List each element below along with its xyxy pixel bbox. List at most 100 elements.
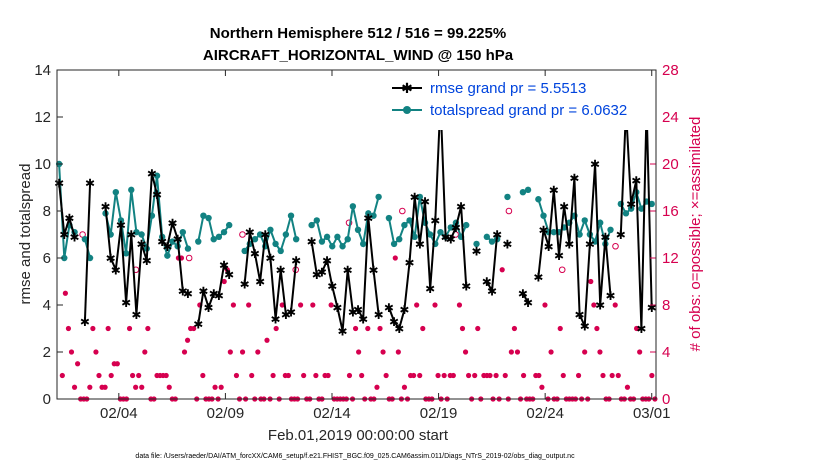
- point-totalspread: [597, 219, 604, 226]
- obs-assimilated-marker: [87, 384, 93, 390]
- point-totalspread: [365, 210, 372, 217]
- series-line-rmse: [387, 100, 468, 331]
- point-rmse: ✱: [317, 266, 327, 280]
- obs-assimilated-marker: [624, 384, 631, 390]
- point-rmse: ✱: [265, 252, 275, 266]
- obs-assimilated-marker: [634, 325, 640, 332]
- point-rmse: ✱: [162, 240, 172, 254]
- point-totalspread: [385, 214, 393, 222]
- y-tick-label: 10: [34, 156, 51, 173]
- obs-assimilated-marker: [68, 349, 75, 355]
- point-rmse: ✱: [616, 228, 626, 242]
- y2-tick-label: 24: [662, 109, 679, 126]
- point-rmse: ✱: [131, 308, 141, 322]
- series-line-rmse: [485, 234, 499, 295]
- point-rmse: ✱: [405, 256, 415, 270]
- point-totalspread: [339, 243, 346, 250]
- obs-assimilated-marker: [191, 325, 197, 332]
- point-totalspread: [205, 214, 212, 222]
- obs-assimilated-marker: [557, 325, 563, 332]
- point-rmse: ✱: [116, 219, 126, 233]
- obs-assimilated-marker: [325, 372, 331, 379]
- obs-assimilated-marker: [414, 302, 420, 308]
- point-totalspread: [488, 238, 496, 245]
- obs-assimilated-marker: [575, 372, 582, 379]
- point-rmse: ✱: [590, 158, 600, 172]
- point-totalspread: [416, 193, 424, 201]
- point-rmse: ✱: [585, 237, 595, 251]
- obs-assimilated-marker: [383, 372, 389, 379]
- point-totalspread: [200, 212, 207, 219]
- series-line-rmse: [197, 262, 231, 324]
- obs-assimilated-marker: [542, 302, 548, 308]
- point-totalspread: [179, 228, 187, 236]
- point-rmse: ✱: [327, 280, 337, 294]
- point-rmse: ✱: [518, 287, 528, 301]
- obs-assimilated-marker: [615, 372, 621, 379]
- obs-assimilated-marker: [493, 372, 499, 379]
- point-totalspread: [406, 217, 413, 224]
- obs-assimilated-marker: [435, 372, 441, 379]
- obs-assimilated-marker: [145, 325, 151, 332]
- point-totalspread: [287, 212, 295, 219]
- point-totalspread: [411, 233, 418, 241]
- obs-assimilated-marker: [637, 349, 643, 355]
- obs-possible-marker: [185, 254, 193, 262]
- point-rmse: ✱: [80, 315, 90, 329]
- x-axis-ticks: 02/04 02/09 02/14 02/19 02/24 03/01: [100, 70, 671, 422]
- point-rmse: ✱: [636, 322, 646, 336]
- point-totalspread: [329, 243, 336, 250]
- obs-assimilated-marker: [270, 372, 276, 379]
- obs-assimilated-marker: [548, 349, 554, 355]
- point-rmse: ✱: [575, 308, 585, 322]
- obs-assimilated-marker: [374, 384, 380, 390]
- point-totalspread: [184, 245, 192, 252]
- obs-assimilated-marker: [75, 361, 81, 367]
- point-rmse: ✱: [214, 289, 224, 303]
- point-rmse: ✱: [626, 197, 636, 211]
- point-rmse: ✱: [137, 237, 147, 251]
- point-totalspread: [535, 196, 542, 203]
- obs-assimilated-marker: [417, 372, 423, 379]
- obs-assimilated-marker: [230, 302, 236, 308]
- obs-assimilated-marker: [136, 372, 142, 379]
- point-totalspread: [215, 233, 223, 241]
- point-totalspread: [256, 231, 264, 238]
- point-totalspread: [524, 186, 532, 194]
- series-line-rmse: [243, 231, 298, 320]
- obs-assimilated-marker: [465, 372, 472, 379]
- obs-assimilated-marker: [536, 372, 542, 379]
- point-totalspread: [308, 221, 315, 229]
- obs-assimilated-marker: [279, 302, 285, 308]
- point-rmse: ✱: [554, 249, 564, 263]
- point-rmse: ✱: [147, 167, 157, 181]
- point-totalspread: [86, 254, 94, 262]
- point-totalspread: [323, 233, 331, 241]
- obs-assimilated-marker: [359, 372, 365, 379]
- obs-assimilated-marker: [102, 384, 108, 390]
- obs-assimilated-marker: [166, 384, 172, 390]
- series-line-rmse: [619, 107, 653, 329]
- obs-assimilated-marker: [221, 278, 227, 285]
- obs-assimilated-marker: [133, 384, 139, 390]
- point-rmse: ✱: [384, 301, 394, 315]
- obs-assimilated-marker: [377, 325, 383, 332]
- point-rmse: ✱: [178, 284, 188, 298]
- obs-assimilated-marker: [227, 349, 233, 355]
- point-totalspread: [195, 238, 202, 245]
- point-rmse: ✱: [410, 190, 420, 204]
- point-totalspread: [483, 233, 491, 241]
- obs-possible-marker: [612, 242, 619, 250]
- obs-assimilated-marker: [401, 384, 408, 390]
- point-rmse: ✱: [441, 230, 451, 244]
- series-line-rmse: [522, 292, 529, 304]
- point-rmse: ✱: [358, 313, 368, 327]
- y2-tick-label: 16: [662, 203, 679, 220]
- point-rmse: ✱: [271, 313, 281, 327]
- y2-tick-label: 28: [662, 62, 679, 79]
- x-axis-label: Feb.01,2019 00:00:00 start: [268, 427, 449, 444]
- point-totalspread: [220, 228, 228, 236]
- obs-assimilated-marker: [487, 372, 493, 379]
- y2-tick-label: 12: [662, 250, 679, 267]
- obs-assimilated-marker: [456, 302, 463, 308]
